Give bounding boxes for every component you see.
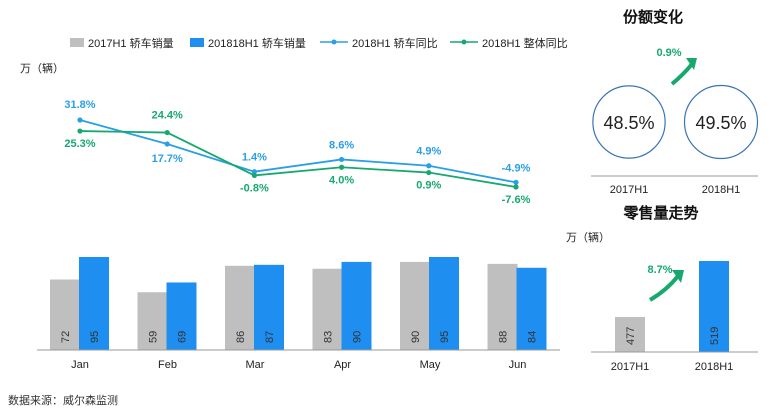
label-overall-apr: 4.0% xyxy=(329,174,354,186)
bar-label-2017-mar: 86 xyxy=(235,331,247,343)
retail-arrow-head-icon xyxy=(672,270,684,283)
label-overall-feb: 24.4% xyxy=(152,110,183,122)
retail-tick-2017h1: 2017H1 xyxy=(611,361,650,373)
legend-marker-overall xyxy=(461,39,467,45)
share-value-2017h1: 48.5% xyxy=(603,113,654,133)
left-unit-label: 万（辆） xyxy=(20,61,64,75)
share-change-label: 0.9% xyxy=(656,47,681,59)
share-tick-2017h1: 2017H1 xyxy=(610,184,649,196)
retail-bar-2018h1 xyxy=(699,261,729,352)
right-unit-label: 万（辆） xyxy=(566,230,610,244)
bar-2018-jun xyxy=(516,267,547,350)
legend-label-2018-bar: 201818H1 轿车销量 xyxy=(208,36,306,50)
bar-label-2017-feb: 59 xyxy=(148,331,160,343)
bar-label-2018-apr: 90 xyxy=(352,331,364,343)
bar-label-2017-may: 90 xyxy=(410,331,422,343)
legend-label-sedan-yoy: 2018H1 轿车同比 xyxy=(352,36,438,50)
line-point-overall-jan xyxy=(77,128,83,134)
share-change-chart: 48.5% 2017H1 49.5% 2018H1 0.9% xyxy=(592,47,759,196)
share-change-title: 份额变化 xyxy=(623,8,683,26)
label-sedan-may: 4.9% xyxy=(416,146,441,158)
bar-label-2017-apr: 83 xyxy=(323,331,335,343)
share-bubble-2018h1 xyxy=(683,84,759,160)
retail-label-2018h1: 519 xyxy=(709,327,721,345)
bar-2018-jan xyxy=(79,257,109,350)
legend-swatch-2017-bar xyxy=(70,38,84,47)
retail-label-2017h1: 477 xyxy=(625,327,637,345)
share-bubble-2017h1 xyxy=(592,85,666,159)
line-point-sedan-feb xyxy=(164,141,170,147)
legend-label-2017-bar: 2017H1 轿车销量 xyxy=(88,36,174,50)
line-series-overall xyxy=(79,130,517,188)
retail-bar-chart: 477 2017H1 519 2018H1 8.7% xyxy=(611,261,734,373)
retail-bar-2017h1 xyxy=(615,317,645,352)
line-point-overall-mar xyxy=(251,172,257,179)
line-point-sedan-mar xyxy=(251,169,257,175)
retail-change-label: 8.7% xyxy=(647,264,672,276)
bar-label-2018-jun: 84 xyxy=(527,331,539,343)
line-point-overall-may xyxy=(426,169,432,176)
x-tick-may: May xyxy=(420,359,441,371)
legend-swatch-2018-bar xyxy=(190,38,204,47)
x-tick-apr: Apr xyxy=(334,359,351,371)
x-tick-feb: Feb xyxy=(158,359,177,371)
bar-label-2018-may: 95 xyxy=(439,331,451,343)
bar-2018-feb xyxy=(166,282,197,350)
line-point-overall-apr xyxy=(339,164,345,170)
legend-label-overall-yoy: 2018H1 整体同比 xyxy=(482,36,568,50)
label-overall-mar: -0.8% xyxy=(240,182,269,194)
bar-label-2018-mar: 87 xyxy=(264,331,276,343)
bar-2017-jan xyxy=(50,279,80,350)
label-overall-jan: 25.3% xyxy=(64,138,95,150)
bar-2018-mar xyxy=(254,264,284,350)
retail-tick-2018h1: 2018H1 xyxy=(695,361,734,373)
bar-2017-feb xyxy=(137,292,168,350)
label-overall-jun: -7.6% xyxy=(502,194,531,206)
bar-2017-mar xyxy=(225,265,255,350)
x-tick-jun: Jun xyxy=(509,359,527,371)
line-point-sedan-jan xyxy=(77,117,83,123)
line-series-sedan xyxy=(79,119,517,184)
retail-trend-title: 零售量走势 xyxy=(622,204,698,222)
bar-2017-apr xyxy=(312,268,343,350)
retail-arrow-icon xyxy=(648,274,680,302)
monthly-bar-chart: 72 95 Jan 59 69 Feb 86 87 Mar 83 90 Apr 90 95 May 88 84 J… xyxy=(50,257,547,371)
label-overall-may: 0.9% xyxy=(416,180,441,192)
share-tick-2018h1: 2018H1 xyxy=(702,184,741,196)
bar-label-2018-jan: 95 xyxy=(89,331,101,343)
share-value-2018h1: 49.5% xyxy=(695,113,746,133)
bar-label-2018-feb: 69 xyxy=(177,331,189,343)
label-sedan-jan: 31.8% xyxy=(64,99,95,111)
label-sedan-apr: 8.6% xyxy=(329,139,354,151)
line-point-sedan-apr xyxy=(339,156,345,163)
bar-2017-jun xyxy=(487,263,518,350)
bar-label-2017-jan: 72 xyxy=(60,331,72,343)
legend-marker-sedan xyxy=(331,39,337,45)
bar-2018-may xyxy=(429,257,459,350)
share-arrow-icon xyxy=(670,62,694,86)
legend: 2017H1 轿车销量 201818H1 轿车销量 2018H1 轿车同比 20… xyxy=(70,36,568,50)
bar-2017-may xyxy=(400,261,430,350)
yoy-line-chart: 31.8% 17.7% 1.4% 8.6% 4.9% -4.9% 25.3% 24.4% -0.… xyxy=(64,99,530,206)
x-tick-mar: Mar xyxy=(246,359,265,371)
line-point-overall-feb xyxy=(164,129,170,136)
bar-2018-apr xyxy=(341,261,372,350)
label-sedan-mar: 1.4% xyxy=(242,152,267,164)
line-point-sedan-jun xyxy=(513,179,519,186)
line-point-overall-jun xyxy=(513,184,519,190)
label-sedan-jun: -4.9% xyxy=(502,162,531,174)
bar-label-2017-jun: 88 xyxy=(498,331,510,343)
data-source: 数据来源：威尔森监测 xyxy=(8,393,118,407)
label-sedan-feb: 17.7% xyxy=(152,153,183,165)
x-tick-jan: Jan xyxy=(71,359,89,371)
line-point-sedan-may xyxy=(426,163,432,169)
share-arrow-head-icon xyxy=(686,58,697,70)
